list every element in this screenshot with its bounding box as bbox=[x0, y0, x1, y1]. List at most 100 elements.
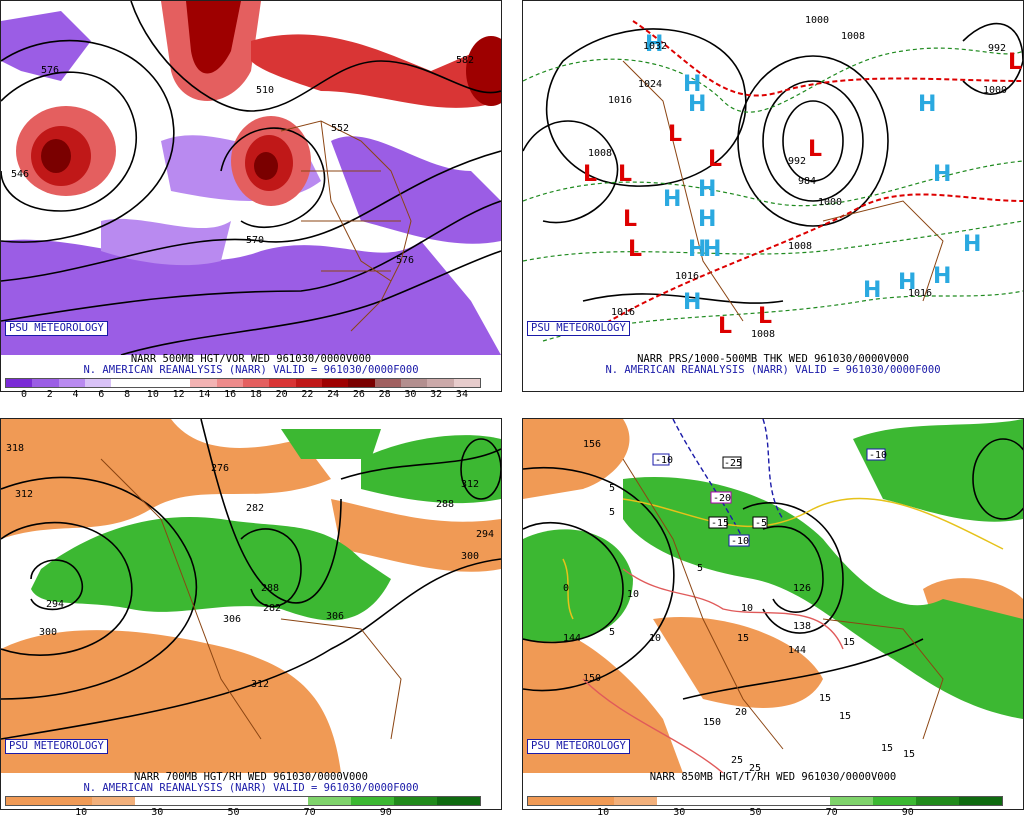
isobar-label: 992 bbox=[988, 43, 1006, 54]
contour-label: 582 bbox=[456, 55, 474, 66]
contour-label: 576 bbox=[396, 255, 414, 266]
contour-label: 282 bbox=[246, 503, 264, 514]
contour-label: 150 bbox=[583, 673, 601, 684]
isobar-label: 1000 bbox=[805, 15, 829, 26]
colorbar-segment bbox=[786, 797, 830, 805]
colorbar-segment bbox=[178, 797, 222, 805]
colorbar-segment bbox=[348, 379, 375, 387]
caption-valid: N. AMERICAN REANALYSIS (NARR) VALID = 96… bbox=[605, 364, 941, 376]
humidity-map-700: 318 312 276 282 288 294 300 306 312 294 … bbox=[1, 419, 501, 773]
svg-text:H: H bbox=[645, 32, 663, 57]
temp-label: -10 bbox=[655, 455, 673, 466]
isobar-label: 1024 bbox=[638, 79, 662, 90]
colorbar-segment bbox=[700, 797, 744, 805]
colorbar-segment bbox=[58, 379, 85, 387]
colorbar-segment bbox=[242, 379, 270, 387]
temp-label: 15 bbox=[819, 693, 831, 704]
contour-label: 306 bbox=[223, 614, 241, 625]
colorbar-tick-label: 30 bbox=[673, 807, 686, 818]
colorbar-segment bbox=[393, 797, 437, 805]
colorbar-tick-label: 16 bbox=[224, 389, 237, 400]
colorbar-segment bbox=[137, 379, 164, 387]
svg-text:H: H bbox=[698, 177, 716, 202]
colorbar-tick-label: 10 bbox=[597, 807, 610, 818]
colorbar-tick-label: 2 bbox=[46, 389, 53, 400]
isobar-label: 984 bbox=[798, 176, 816, 187]
colorbar-ticks: 10 30 50 70 90 bbox=[527, 807, 1003, 818]
panel-500mb-hgt-vor: 576 546 510 552 570 576 582 PSU METEOROL… bbox=[0, 0, 502, 400]
colorbar-tick-label: 0 bbox=[21, 389, 28, 400]
caption-title: NARR 500MB HGT/VOR WED 961030/0000V000 bbox=[130, 353, 372, 365]
contour-label: 288 bbox=[436, 499, 454, 510]
svg-text:L: L bbox=[618, 162, 632, 187]
svg-text:H: H bbox=[698, 207, 716, 232]
colorbar-segment bbox=[84, 379, 112, 387]
colorbar-tick-label: 90 bbox=[901, 807, 914, 818]
colorbar-segment bbox=[6, 379, 33, 387]
colorbar-tick-label: 26 bbox=[352, 389, 365, 400]
svg-text:H: H bbox=[688, 92, 706, 117]
colorbar-segment bbox=[453, 379, 480, 387]
brand-label: PSU METEOROLOGY bbox=[527, 321, 630, 336]
temp-label: -10 bbox=[731, 536, 749, 547]
colorbar-tick-label: 30 bbox=[151, 807, 164, 818]
svg-text:L: L bbox=[1008, 50, 1022, 75]
humidity-map-850: 156 -10 -25 -10 -20 -15 -10 -5 5 5 5 0 1… bbox=[523, 419, 1023, 773]
isobar-label: 1016 bbox=[608, 95, 632, 106]
svg-text:H: H bbox=[663, 187, 681, 212]
contour-label: 294 bbox=[46, 599, 64, 610]
contour-label: 294 bbox=[476, 529, 494, 540]
temp-label: 5 bbox=[609, 627, 615, 638]
svg-text:H: H bbox=[683, 72, 701, 97]
colorbar-segment bbox=[743, 797, 787, 805]
contour-label: 576 bbox=[41, 65, 59, 76]
svg-text:H: H bbox=[963, 232, 981, 257]
colorbar-segment bbox=[221, 797, 265, 805]
temp-label: 15 bbox=[881, 743, 893, 754]
colorbar-tick-label: 18 bbox=[249, 389, 262, 400]
colorbar-tick-label: 70 bbox=[825, 807, 838, 818]
isobar-label: 1016 bbox=[908, 288, 932, 299]
caption-valid: N. AMERICAN REANALYSIS (NARR) VALID = 96… bbox=[83, 782, 419, 794]
colorbar-tick-label: 10 bbox=[146, 389, 159, 400]
colorbar-segment bbox=[307, 797, 351, 805]
colorbar-tick-label: 22 bbox=[301, 389, 314, 400]
temp-label: -20 bbox=[713, 493, 731, 504]
temp-label: 5 bbox=[609, 483, 615, 494]
caption-title: NARR 700MB HGT/RH WED 961030/0000V000 bbox=[134, 771, 368, 783]
caption-valid: N. AMERICAN REANALYSIS (NARR) VALID = 96… bbox=[83, 364, 419, 376]
colorbar-segment bbox=[49, 797, 93, 805]
isobar-label: 1016 bbox=[611, 307, 635, 318]
colorbar-segment bbox=[958, 797, 1003, 805]
colorbar-segment bbox=[915, 797, 959, 805]
colorbar-segment bbox=[657, 797, 701, 805]
isobar-label: 1032 bbox=[643, 41, 667, 52]
brand-label: PSU METEOROLOGY bbox=[5, 321, 108, 336]
isobar-label: 1000 bbox=[818, 197, 842, 208]
svg-text:H: H bbox=[918, 92, 936, 117]
vorticity-map: 576 546 510 552 570 576 582 bbox=[1, 1, 501, 355]
colorbar-segment bbox=[135, 797, 179, 805]
colorbar-segment bbox=[350, 797, 394, 805]
colorbar-tick-label: 50 bbox=[227, 807, 240, 818]
temp-label: 15 bbox=[737, 633, 749, 644]
colorbar-segment bbox=[163, 379, 191, 387]
caption-title: NARR PRS/1000-500MB THK WED 961030/0000V… bbox=[637, 353, 909, 365]
temp-label: -5 bbox=[755, 518, 767, 529]
svg-text:H: H bbox=[688, 237, 706, 262]
contour-label: 138 bbox=[793, 621, 811, 632]
contour-label: 150 bbox=[703, 717, 721, 728]
temp-label: 5 bbox=[609, 507, 615, 518]
contour-label: 300 bbox=[461, 551, 479, 562]
contour-label: 546 bbox=[11, 169, 29, 180]
colorbar-segment bbox=[32, 379, 59, 387]
panel-700mb-hgt-rh: 318 312 276 282 288 294 300 306 312 294 … bbox=[0, 418, 502, 818]
svg-text:L: L bbox=[623, 207, 637, 232]
colorbar-segment bbox=[400, 379, 428, 387]
svg-text:H: H bbox=[703, 237, 721, 262]
colorbar-tick-label: 30 bbox=[404, 389, 417, 400]
temp-label: 15 bbox=[843, 637, 855, 648]
svg-text:L: L bbox=[708, 147, 722, 172]
vorticity-colorbar bbox=[5, 378, 481, 388]
